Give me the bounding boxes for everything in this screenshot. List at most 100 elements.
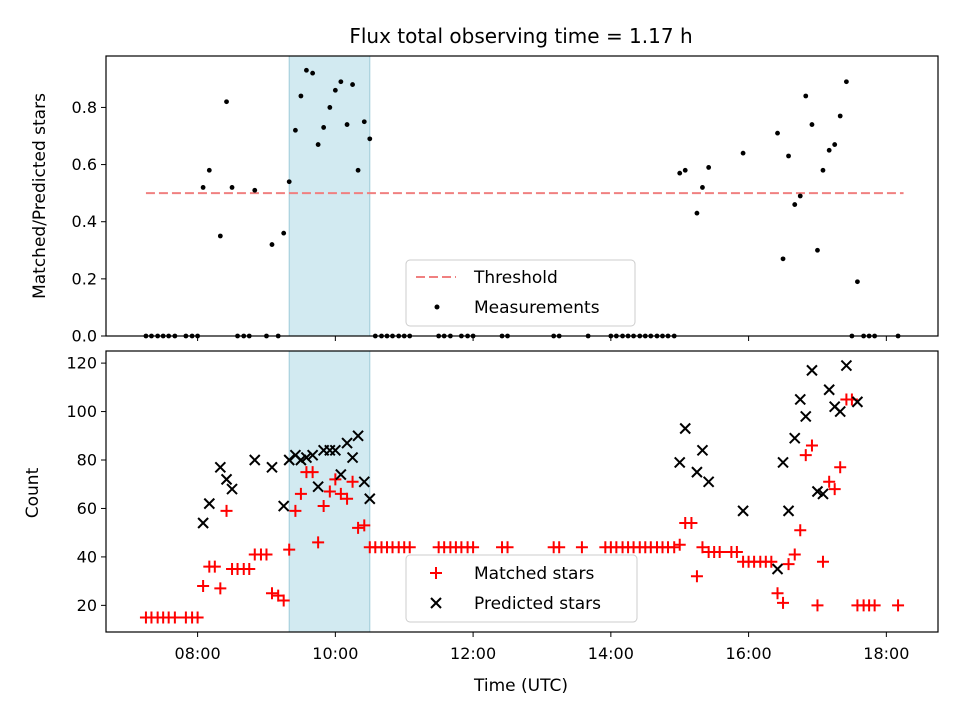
measurement-point <box>200 185 206 190</box>
y-ticks-top: 0.0 0.2 0.4 0.6 0.8 <box>72 98 106 346</box>
matched-star-point <box>892 599 905 612</box>
measurement-point <box>694 210 700 216</box>
measurement-point <box>338 79 344 85</box>
measurement-point <box>786 153 791 159</box>
y-tick-label: 0.4 <box>72 212 97 231</box>
legend-matched-swatch <box>430 567 442 579</box>
x-tick-label: 08:00 <box>175 644 221 663</box>
matched-star-point <box>358 519 371 532</box>
predicted-star-point <box>312 480 324 493</box>
predicted-star-point <box>214 461 227 473</box>
predicted-star-point <box>851 396 864 408</box>
matched-star-point <box>788 548 801 561</box>
predicted-star-point <box>800 410 812 423</box>
matched-star-point <box>673 538 686 551</box>
matched-star-point <box>208 560 221 573</box>
predicted-star-point <box>794 393 806 406</box>
legend-top: Threshold Measurements <box>405 259 636 327</box>
measurement-point <box>775 130 780 136</box>
y-tick-label: 40 <box>77 547 97 566</box>
matched-star-point <box>260 548 273 561</box>
measurement-point <box>792 202 798 207</box>
predicted-star-point <box>782 505 795 517</box>
predicted-star-point <box>346 451 359 464</box>
y-tick-label: 0.2 <box>72 269 97 288</box>
measurement-point <box>298 93 304 99</box>
measurement-point <box>837 113 843 119</box>
matched-star-point <box>501 541 514 554</box>
measurement-point <box>700 185 705 190</box>
x-tick-label: 14:00 <box>588 644 634 663</box>
measurement-point <box>332 87 338 93</box>
predicted-star-point <box>789 432 801 444</box>
y-tick-label: 60 <box>77 499 97 518</box>
predicted-star-point <box>220 473 233 486</box>
legend-predicted-swatch <box>430 597 442 609</box>
predicted-star-point <box>203 497 216 510</box>
predicted-star-point <box>364 493 376 505</box>
legend-bottom: Matched stars Predicted stars <box>405 554 638 623</box>
matched-star-point <box>214 582 227 595</box>
predicted-star-point <box>777 456 789 469</box>
measurement-point <box>304 67 309 73</box>
predicted-star-point <box>702 476 715 488</box>
shaded-interval-top <box>288 55 371 337</box>
predicted-star-point <box>840 359 853 372</box>
matched-star-point <box>794 524 807 537</box>
measurement-point <box>809 122 815 127</box>
matched-star-point <box>317 500 330 513</box>
legend-bottom-box <box>405 554 638 623</box>
measurement-point <box>327 105 333 110</box>
predicted-star-point <box>300 451 313 464</box>
measurement-point <box>815 247 820 253</box>
matched-star-point <box>191 611 204 624</box>
predicted-star-point <box>352 430 364 442</box>
measurement-point <box>206 167 212 173</box>
y-tick-label: 0.0 <box>72 327 97 346</box>
measurement-point <box>706 165 712 170</box>
measurement-point <box>293 127 298 133</box>
y-tick-label: 80 <box>77 451 97 470</box>
top-panel: 0.00.20.40.60.8 Matched/Predicted stars … <box>30 55 939 346</box>
measurement-point <box>682 167 688 173</box>
matched-star-point <box>811 599 824 612</box>
matched-star-point <box>828 483 841 496</box>
y-tick-label: 20 <box>77 596 97 615</box>
y-tick-label: 0.8 <box>72 98 97 117</box>
x-tick-label: 12:00 <box>450 644 496 663</box>
measurement-point <box>855 279 860 285</box>
bottom-xlabel: Time (UTC) <box>473 676 568 696</box>
predicted-star-point <box>277 500 290 512</box>
measurement-point <box>361 119 367 125</box>
predicted-star-point <box>306 449 319 461</box>
matched-star-point <box>696 541 709 554</box>
measurement-point <box>344 122 350 127</box>
measurement-point <box>224 99 229 105</box>
matched-star-point <box>713 546 726 559</box>
y-tick-label: 100 <box>66 402 97 421</box>
x-ticks-top <box>197 336 887 341</box>
matched-star-point <box>805 439 818 452</box>
matched-star-point <box>306 466 319 479</box>
measurement-point <box>355 167 361 173</box>
predicted-star-point <box>679 422 691 435</box>
predicted-star-point <box>691 466 703 478</box>
matched-star-point <box>771 587 784 600</box>
predicted-star-point <box>737 505 749 517</box>
measurement-point <box>820 167 826 173</box>
predicted-star-point <box>335 468 347 481</box>
matched-star-point <box>467 541 480 554</box>
measurement-point <box>252 187 258 193</box>
matched-star-point <box>690 570 703 583</box>
matched-star-point <box>265 587 278 600</box>
legend-measurements-label: Measurements <box>474 298 600 318</box>
matched-star-point <box>220 504 233 517</box>
predicted-star-point <box>696 444 709 457</box>
measurement-point <box>740 150 746 156</box>
measurement-point <box>843 79 849 85</box>
bottom-panel: 20 40 60 80 100 120 08:00 10:00 12:00 14:00 16:00… <box>23 350 939 696</box>
predicted-star-point <box>329 444 342 457</box>
measurement-point <box>803 93 809 99</box>
predicted-star-point <box>834 405 846 418</box>
chart-title: Flux total observing time = 1.17 h <box>349 24 692 48</box>
